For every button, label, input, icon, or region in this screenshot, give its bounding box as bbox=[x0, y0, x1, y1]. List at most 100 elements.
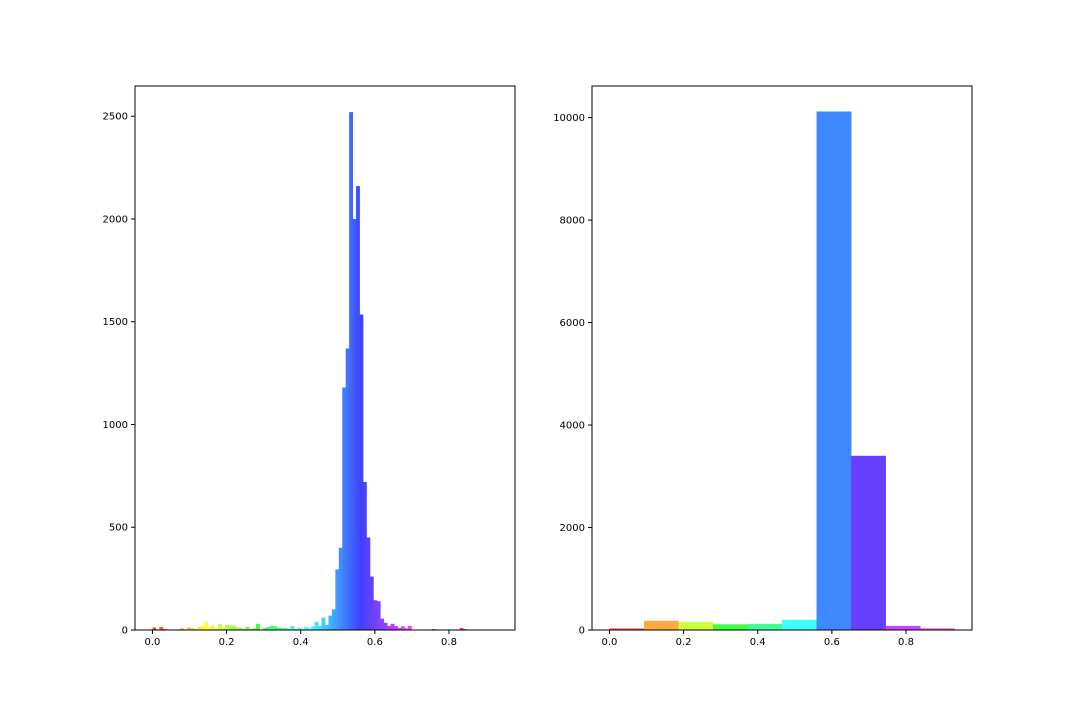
y-tick-label: 2000 bbox=[560, 523, 585, 534]
x-tick-label: 0.6 bbox=[824, 637, 840, 648]
x-tick-label: 0.8 bbox=[441, 637, 457, 648]
y-tick-label: 2000 bbox=[103, 214, 128, 225]
histogram-bar bbox=[252, 628, 257, 630]
x-tick-label: 0.0 bbox=[144, 637, 160, 648]
histogram-bar bbox=[211, 625, 215, 630]
y-tick-label: 1500 bbox=[103, 317, 128, 328]
axes-frame bbox=[591, 85, 973, 631]
histogram-bar bbox=[463, 628, 467, 630]
y-tick-label: 2500 bbox=[103, 112, 128, 123]
x-tick-label: 0.8 bbox=[898, 637, 914, 648]
histogram-bar bbox=[609, 628, 645, 630]
left-histogram-axes: 0.0 0.2 0.4 0.6 0.8 0 500 1000 1500 2000 2500 bbox=[103, 85, 516, 648]
histogram-bar bbox=[387, 625, 391, 630]
histogram-bar bbox=[678, 621, 714, 630]
histogram-bar bbox=[218, 623, 222, 630]
histogram-bar bbox=[643, 620, 679, 630]
histogram-bar bbox=[297, 627, 302, 630]
y-tick-label: 10000 bbox=[553, 113, 585, 124]
histogram-bar bbox=[352, 218, 357, 630]
histogram-bar bbox=[262, 627, 267, 630]
y-tick-label: 0 bbox=[122, 626, 128, 637]
histogram-bar bbox=[224, 624, 229, 630]
x-tick-label: 0.6 bbox=[367, 637, 383, 648]
histogram-bar bbox=[290, 625, 295, 630]
histogram-bar bbox=[193, 628, 198, 630]
histogram-bar bbox=[816, 111, 852, 631]
y-tick-label: 6000 bbox=[560, 318, 585, 329]
histogram-bar bbox=[287, 628, 291, 630]
histogram-bar bbox=[200, 625, 205, 630]
histogram-bar bbox=[356, 186, 360, 630]
bars bbox=[152, 112, 467, 631]
histogram-bar bbox=[397, 627, 402, 630]
histogram-bar bbox=[245, 626, 250, 630]
histogram-bar bbox=[207, 626, 212, 630]
histogram-bar bbox=[276, 627, 281, 630]
histogram-bar bbox=[321, 617, 326, 630]
histogram-bar bbox=[235, 627, 240, 630]
histogram-bar bbox=[162, 628, 167, 630]
histogram-bar bbox=[366, 537, 371, 630]
histogram-bar bbox=[152, 627, 157, 630]
histogram-bar bbox=[404, 628, 409, 630]
histogram-bar bbox=[273, 626, 278, 630]
histogram-bar bbox=[782, 619, 817, 630]
histogram-bar bbox=[269, 625, 274, 630]
x-tick-label: 0.2 bbox=[219, 637, 235, 648]
x-tick-label: 0.4 bbox=[293, 637, 309, 648]
histogram-bar bbox=[885, 625, 921, 630]
histogram-bar bbox=[214, 628, 219, 630]
histogram-bar bbox=[255, 623, 260, 630]
histogram-bar bbox=[293, 628, 298, 630]
histogram-bar bbox=[204, 621, 209, 630]
histogram-bar bbox=[190, 628, 195, 630]
histogram-bar bbox=[242, 628, 247, 630]
histogram-bar bbox=[228, 625, 233, 630]
histogram-bar bbox=[304, 626, 309, 630]
histogram-bar bbox=[383, 622, 388, 630]
histogram-bar bbox=[159, 626, 164, 630]
histogram-bar bbox=[335, 569, 340, 630]
right-histogram-axes: 0.0 0.2 0.4 0.6 0.8 0 2000 4000 6000 8000 10000 bbox=[553, 85, 973, 648]
histogram-bar bbox=[394, 625, 398, 630]
x-tick-label: 0.0 bbox=[601, 637, 617, 648]
histogram-bar bbox=[325, 624, 329, 630]
histogram-bar bbox=[300, 628, 305, 630]
histogram-bar bbox=[359, 314, 364, 630]
y-tick-label: 0 bbox=[579, 626, 585, 637]
histogram-bar bbox=[345, 348, 350, 630]
y-tick-label: 1000 bbox=[103, 420, 128, 431]
histogram-bar bbox=[712, 624, 748, 630]
x-tick-label: 0.4 bbox=[750, 637, 766, 648]
histogram-bar bbox=[407, 625, 412, 630]
histogram-bar bbox=[186, 627, 191, 630]
histogram-bar bbox=[747, 623, 783, 630]
x-tick-label: 0.2 bbox=[676, 637, 692, 648]
y-tick-label: 500 bbox=[109, 523, 128, 534]
y-tick-label: 8000 bbox=[560, 216, 585, 227]
histogram-bar bbox=[349, 112, 354, 631]
histogram-bar bbox=[362, 482, 367, 630]
histogram-bar bbox=[318, 625, 322, 630]
histogram-bar bbox=[390, 623, 395, 630]
histogram-bar bbox=[380, 618, 385, 630]
histogram-bar bbox=[369, 576, 374, 630]
histogram-bar bbox=[328, 615, 333, 630]
histogram-bar bbox=[280, 627, 284, 630]
histogram-bar bbox=[314, 621, 319, 630]
histogram-bar bbox=[238, 627, 243, 630]
histogram-bar bbox=[342, 387, 347, 630]
histogram-bar bbox=[231, 625, 236, 630]
histogram-bar bbox=[283, 627, 288, 630]
histogram-bar bbox=[266, 626, 271, 630]
histogram-bar bbox=[307, 628, 312, 630]
axes-frame bbox=[134, 85, 516, 631]
histogram-bar bbox=[197, 626, 202, 630]
histogram-bar bbox=[376, 601, 381, 630]
histogram-bar bbox=[920, 628, 955, 630]
histogram-bar bbox=[851, 455, 886, 630]
histogram-bar bbox=[221, 627, 226, 630]
histogram-bar bbox=[338, 547, 343, 630]
